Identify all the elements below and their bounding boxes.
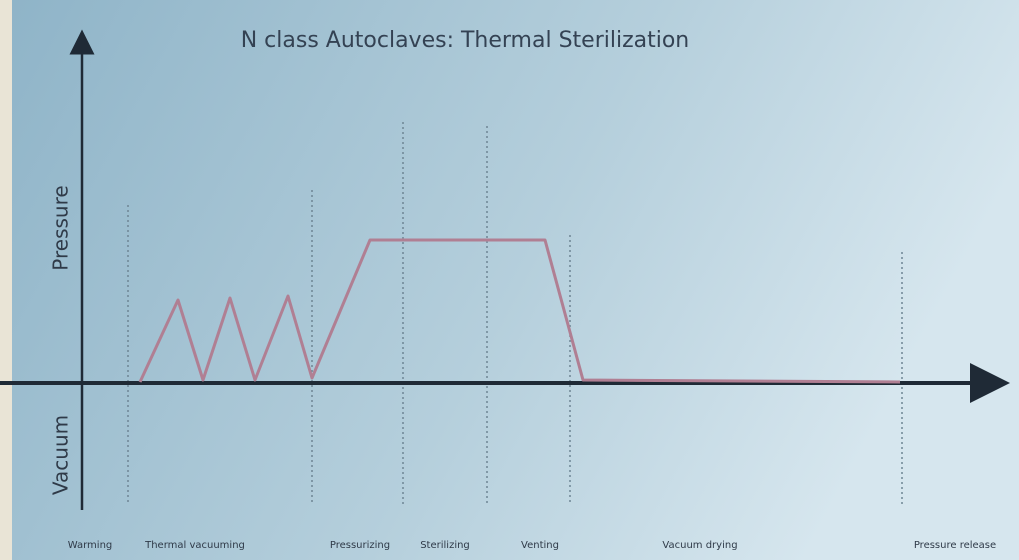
phase-label: Thermal vacuuming [144, 540, 245, 551]
axis-label-pressure: Pressure [49, 185, 73, 270]
pressure-curve [138, 238, 901, 384]
phase-dividers [127, 122, 903, 505]
phase-label: Pressure release [914, 540, 996, 551]
phase-label: Venting [521, 540, 559, 551]
axis-label-vacuum: Vacuum [49, 415, 73, 495]
phase-label: Sterilizing [420, 540, 470, 551]
panel [12, 0, 1019, 560]
phase-label: Pressurizing [330, 540, 390, 551]
phase-labels: Warming Thermal vacuuming Pressurizing S… [68, 540, 996, 551]
phase-label: Warming [68, 540, 113, 551]
title: N class Autoclaves: Thermal Sterilizatio… [241, 28, 690, 53]
phase-label: Vacuum drying [662, 540, 737, 551]
